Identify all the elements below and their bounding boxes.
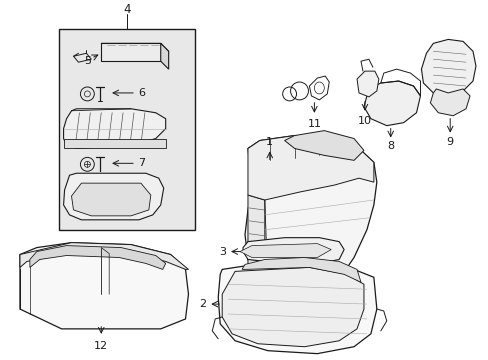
Text: 8: 8 [386,141,393,152]
Polygon shape [161,43,168,69]
Polygon shape [63,173,163,220]
Text: 5: 5 [84,56,91,66]
Text: 7: 7 [138,158,145,168]
Polygon shape [101,43,161,61]
Polygon shape [30,246,165,269]
Polygon shape [356,71,378,97]
Text: 1: 1 [266,138,273,148]
Polygon shape [20,243,188,329]
Polygon shape [63,139,165,148]
Text: 12: 12 [94,341,108,351]
Polygon shape [218,265,376,354]
Polygon shape [247,195,264,284]
Polygon shape [247,136,373,200]
Polygon shape [20,243,188,269]
Text: 6: 6 [138,88,145,98]
Polygon shape [243,238,344,264]
Bar [59,30,195,230]
Text: 10: 10 [357,116,371,126]
Polygon shape [421,39,475,96]
Polygon shape [63,109,165,148]
Polygon shape [284,131,363,160]
Polygon shape [222,267,363,347]
Text: 11: 11 [307,119,321,129]
Text: 4: 4 [123,3,130,16]
Polygon shape [101,43,168,51]
Polygon shape [240,244,330,257]
Text: 9: 9 [446,138,453,148]
Text: 3: 3 [218,247,225,257]
Text: 2: 2 [199,299,205,309]
Polygon shape [429,89,469,116]
Polygon shape [244,136,376,304]
Polygon shape [363,81,420,126]
Polygon shape [71,183,150,216]
Polygon shape [242,257,360,282]
